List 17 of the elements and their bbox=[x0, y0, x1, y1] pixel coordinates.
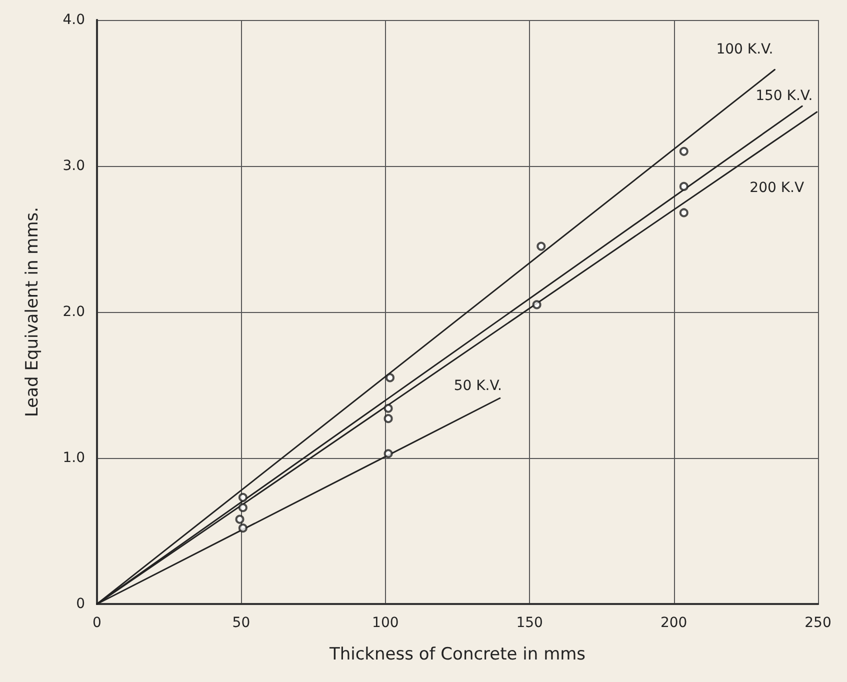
x-tick-label: 100 bbox=[372, 615, 399, 631]
y-tick-label: 1.0 bbox=[62, 450, 85, 466]
x-tick-label: 200 bbox=[660, 615, 688, 631]
x-tick-label: 250 bbox=[804, 615, 832, 631]
y-tick-label: 2.0 bbox=[62, 304, 85, 320]
series-label: 50 K.V. bbox=[454, 378, 502, 394]
x-tick-label: 150 bbox=[516, 615, 543, 631]
x-tick-label: 50 bbox=[232, 615, 250, 631]
series-label: 100 K.V. bbox=[716, 42, 774, 58]
x-tick-label: 0 bbox=[92, 615, 102, 631]
y-tick-label: 0 bbox=[76, 596, 85, 612]
y-tick-label: 3.0 bbox=[62, 158, 85, 174]
y-tick-label: 4.0 bbox=[62, 12, 85, 28]
series-label: 150 K.V. bbox=[756, 88, 813, 104]
y-axis-title: Lead Equivalent in mms. bbox=[22, 206, 42, 418]
series-label: 200 K.V bbox=[750, 180, 804, 196]
x-axis-title: Thickness of Concrete in mms bbox=[328, 644, 586, 664]
